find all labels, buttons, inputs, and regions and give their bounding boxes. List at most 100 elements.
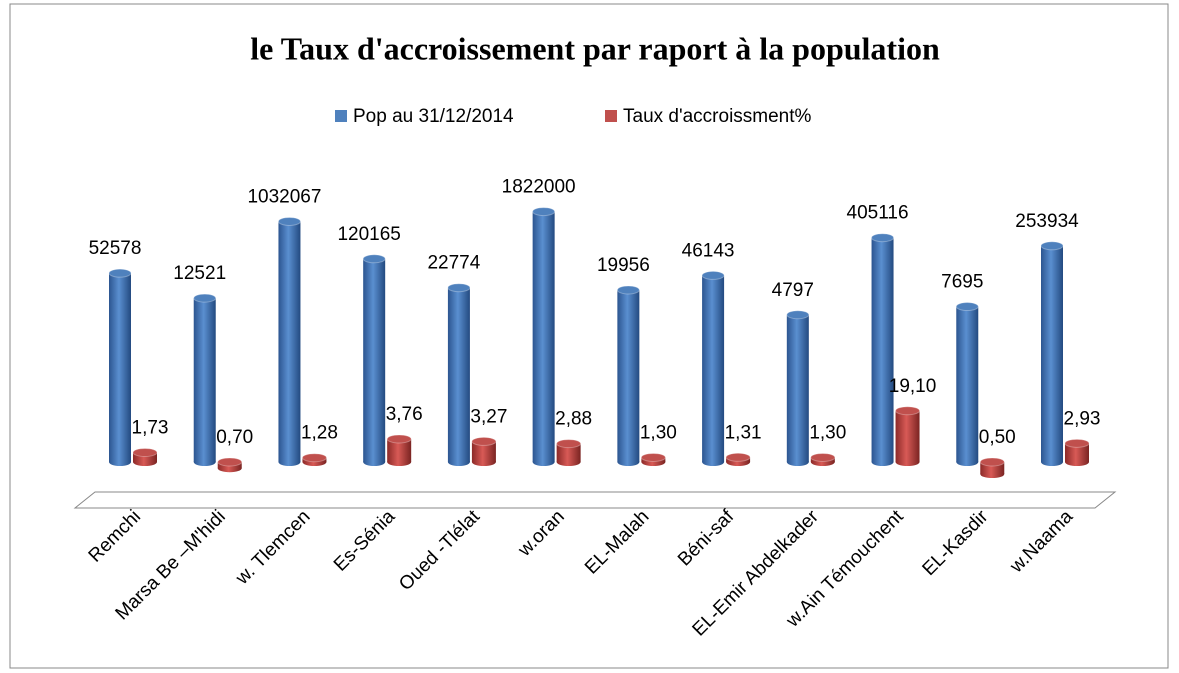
bar-top	[362, 254, 386, 264]
bar	[955, 302, 979, 466]
bar	[1064, 438, 1090, 466]
bar	[640, 452, 666, 466]
chart-title: le Taux d'accroissement par raport à la …	[250, 30, 940, 66]
bar-top	[532, 207, 556, 217]
data-label: 1822000	[502, 177, 576, 198]
bar-base	[617, 458, 640, 466]
bar-top	[640, 452, 666, 462]
data-label: 2,93	[1064, 408, 1101, 429]
bar-top	[701, 270, 725, 280]
data-label: 46143	[682, 240, 735, 261]
data-label: 1,73	[132, 417, 169, 438]
data-label: 120165	[337, 224, 400, 245]
bar-body	[447, 287, 470, 462]
bar	[471, 436, 497, 466]
bar-body	[363, 258, 386, 462]
legend-swatch	[605, 110, 617, 122]
bar-base	[532, 458, 555, 466]
floor	[73, 491, 1117, 509]
bar-top	[217, 457, 243, 467]
bar-top	[471, 436, 497, 446]
bar-body	[387, 438, 412, 462]
bar-top	[132, 447, 158, 457]
bar-body	[133, 452, 157, 462]
bar-body	[871, 237, 894, 462]
bar-body	[532, 211, 555, 462]
bar-top	[725, 452, 751, 462]
bar	[132, 447, 158, 466]
data-label: 19,10	[889, 376, 937, 397]
bar-base	[871, 458, 894, 466]
bar-base	[556, 458, 581, 466]
bar-body	[109, 273, 131, 462]
data-label: 3,27	[470, 406, 507, 427]
bar-top	[193, 293, 217, 303]
bar	[301, 453, 327, 466]
bar-base	[193, 458, 216, 466]
legend-swatch	[335, 110, 347, 122]
bar-top	[871, 233, 895, 243]
bar	[616, 285, 640, 466]
bar	[217, 457, 243, 473]
bar-base	[980, 470, 1005, 479]
bar-top	[556, 439, 582, 449]
bar-top	[955, 302, 979, 312]
bar	[786, 310, 810, 466]
data-label: 2,88	[555, 409, 592, 430]
bar	[362, 254, 386, 466]
bar	[810, 452, 836, 466]
bar-base	[217, 464, 242, 473]
bar	[386, 434, 412, 466]
data-label: 3,76	[386, 404, 423, 425]
bar	[895, 406, 921, 466]
data-label: 12521	[173, 263, 226, 284]
bar-top	[979, 457, 1005, 467]
bar	[108, 268, 132, 466]
bar-base	[1041, 458, 1063, 466]
bar	[871, 233, 895, 466]
data-label: 1,31	[725, 422, 762, 443]
bar-body	[956, 306, 979, 462]
bar-body	[193, 298, 216, 462]
data-label: 22774	[427, 253, 480, 274]
bar	[556, 439, 582, 466]
bar-top	[810, 452, 836, 462]
bar-top	[108, 268, 132, 278]
bar	[193, 293, 217, 466]
bar	[701, 270, 725, 466]
bar	[447, 283, 471, 466]
bar-base	[447, 458, 470, 466]
bar-base	[471, 458, 496, 466]
bar	[979, 457, 1005, 479]
data-label: 0,50	[979, 427, 1016, 448]
data-label: 405116	[847, 203, 909, 224]
legend-label: Pop au 31/12/2014	[353, 106, 514, 127]
bar-body	[617, 289, 640, 462]
bar-body	[702, 275, 725, 462]
bar-top	[447, 283, 471, 293]
bar-body	[278, 221, 301, 462]
bar-base	[363, 458, 386, 466]
bar-body	[1065, 443, 1089, 462]
bar-base	[786, 458, 809, 466]
bar-base	[278, 458, 301, 466]
data-label: 1,30	[809, 422, 846, 443]
bar	[1040, 241, 1064, 466]
bar-top	[616, 285, 640, 295]
data-label: 0,70	[216, 427, 253, 448]
bar-top	[786, 310, 810, 320]
bar-body	[556, 443, 581, 462]
data-label: 7695	[941, 272, 983, 293]
data-label: 253934	[1015, 211, 1079, 232]
bar-body	[895, 410, 920, 462]
bar-top	[277, 216, 301, 226]
bar-body	[786, 314, 809, 462]
bar-body	[1041, 245, 1063, 462]
bar-body	[471, 441, 496, 462]
data-label: 1,30	[640, 422, 677, 443]
data-label: 19956	[597, 255, 650, 276]
bar-top	[386, 434, 412, 444]
bar-top	[895, 406, 921, 416]
legend-label: Taux d'accroissment%	[623, 106, 812, 127]
